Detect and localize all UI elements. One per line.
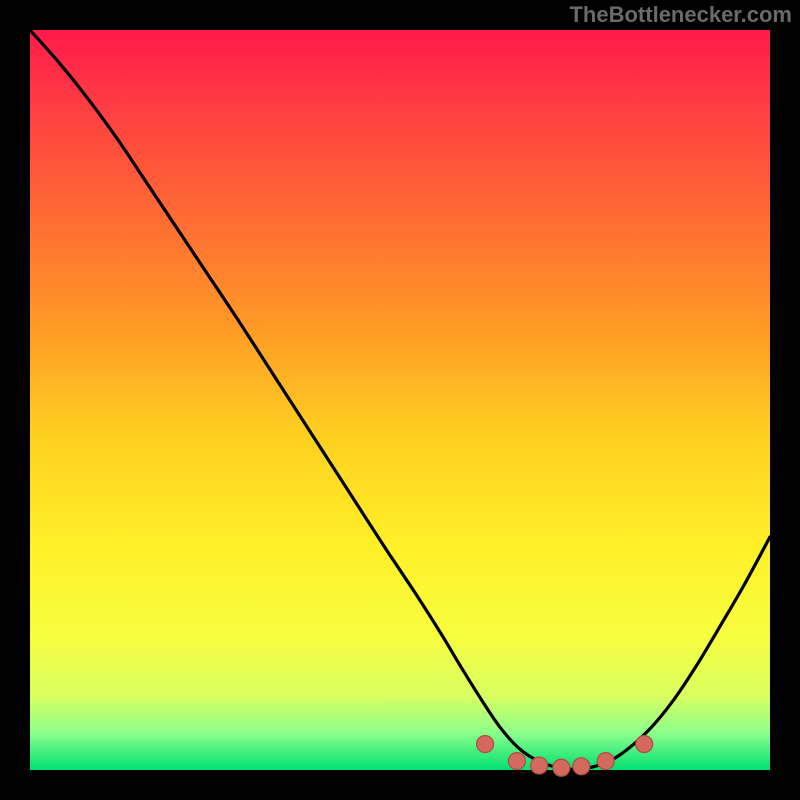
curve-marker [597,753,614,770]
curve-marker [573,758,590,775]
curve-marker [531,757,548,774]
curve-marker [553,759,570,776]
curve-marker [477,736,494,753]
curve-marker [636,736,653,753]
chart-stage: TheBottlenecker.com [0,0,800,800]
bottleneck-curve-chart [0,0,800,800]
gradient-background [30,30,770,770]
curve-marker [508,753,525,770]
